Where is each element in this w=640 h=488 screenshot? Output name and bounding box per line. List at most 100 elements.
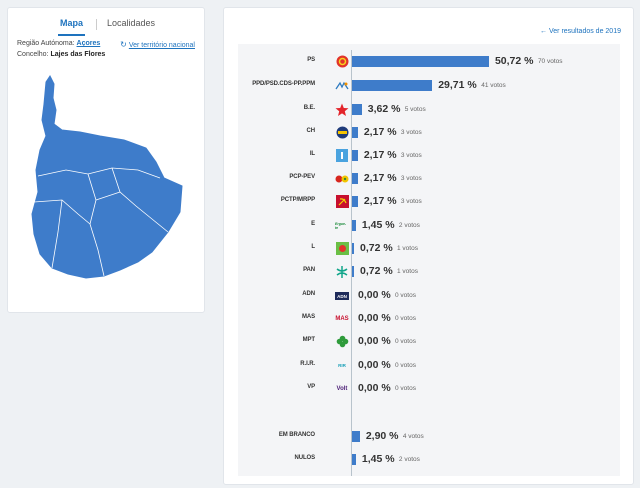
chega-logo	[335, 126, 349, 139]
bar	[352, 56, 489, 67]
parish-borders	[33, 167, 169, 277]
tab-separator	[96, 19, 97, 30]
rir-logo: RIR	[338, 363, 346, 368]
il-logo	[335, 149, 349, 162]
party-row-pctp-mrpp[interactable]: PCTP/MRPP 2,17 % 3 votos	[238, 194, 620, 210]
votes: 3 votos	[400, 175, 422, 182]
votes: 0 votos	[395, 385, 416, 392]
votes: 41 votos	[481, 82, 506, 89]
votes: 0 votos	[395, 362, 416, 369]
party-row-pan[interactable]: PAN 0,72 % 1 votos	[238, 264, 620, 280]
party-row-be[interactable]: B.E. 3,62 % 5 votos	[238, 102, 620, 118]
votes: 4 votos	[402, 433, 424, 440]
party-name: PCP-PEV	[289, 174, 315, 180]
bar	[352, 80, 433, 91]
party-row-ch[interactable]: CH 2,17 % 3 votos	[238, 125, 620, 141]
party-name: MPT	[302, 337, 315, 343]
party-row-ps[interactable]: PS 50,72 % 70 votos	[238, 54, 620, 70]
votes: 0 votos	[395, 292, 416, 299]
active-tab-indicator	[58, 34, 85, 36]
party-row-pcp-pev[interactable]: PCP-PEV 2,17 % 3 votos	[238, 171, 620, 187]
refresh-icon: ↻	[120, 40, 127, 49]
percentage: 2,17 %	[363, 172, 397, 184]
row-em-branco[interactable]: EM BRANCO 2,90 % 4 votos	[238, 429, 620, 445]
results-chart: PS 50,72 % 70 votos PPD/PSD.CDS-PP.PPM 2…	[238, 44, 620, 476]
pan-logo	[335, 265, 349, 278]
pcp-pev-logo	[335, 172, 349, 185]
votes: 5 votos	[404, 106, 426, 113]
ergue-te-logo: Ergue-te	[335, 221, 347, 230]
adn-logo: ADN	[335, 292, 349, 300]
party-name: ADN	[302, 291, 315, 297]
region-label: Região Autónoma:	[17, 40, 77, 47]
bar	[352, 150, 358, 161]
party-row-adn[interactable]: ADN ADN 0,00 % 0 votos	[238, 288, 620, 304]
percentage: 0,72 %	[360, 265, 393, 277]
tab-localidades[interactable]: Localidades	[107, 18, 156, 28]
percentage: 29,71 %	[438, 79, 477, 91]
tab-mapa[interactable]: Mapa	[60, 18, 84, 28]
be-star-logo	[335, 103, 349, 116]
percentage: 2,17 %	[363, 195, 397, 207]
votes: 3 votos	[400, 198, 422, 205]
region-breadcrumb: Região Autónoma: Açores	[17, 40, 100, 47]
party-name: PPD/PSD.CDS-PP.PPM	[252, 81, 315, 87]
votes: 1 votos	[397, 268, 418, 275]
party-row-mas[interactable]: MAS MAS 0,00 % 0 votos	[238, 311, 620, 327]
percentage: 0,00 %	[358, 382, 391, 394]
view-tabs: Mapa Localidades	[8, 18, 204, 38]
municipality-map[interactable]	[28, 74, 188, 284]
party-name: VP	[307, 384, 315, 390]
party-name: PCTP/MRPP	[280, 197, 315, 203]
votes: 2 votos	[398, 456, 420, 463]
map-card: Mapa Localidades Região Autónoma: Açores…	[7, 7, 205, 313]
votes: 3 votos	[400, 152, 422, 159]
votes: 0 votos	[395, 338, 416, 345]
party-name: MAS	[301, 314, 315, 320]
percentage: 2,17 %	[363, 149, 397, 161]
bar	[352, 454, 356, 465]
municipality-name: Lajes das Flores	[50, 51, 106, 58]
party-name: R.I.R.	[300, 361, 315, 367]
municipality-breadcrumb: Concelho: Lajes das Flores	[17, 51, 105, 58]
region-link[interactable]: Açores	[76, 40, 101, 47]
volt-logo: Volt	[336, 385, 348, 392]
votes: 1 votos	[397, 245, 418, 252]
party-row-vp[interactable]: VP Volt 0,00 % 0 votos	[238, 381, 620, 397]
votes: 2 votos	[398, 222, 420, 229]
party-row-il[interactable]: IL 2,17 % 3 votos	[238, 148, 620, 164]
bar	[352, 243, 354, 254]
chart-axis	[351, 50, 352, 476]
results-card: ← Ver resultados de 2019 PS 50,72 % 70 v…	[223, 7, 634, 485]
ver-territorio-link[interactable]: ↻ Ver território nacional	[120, 40, 195, 49]
percentage: 0,00 %	[358, 289, 391, 301]
party-row-rir[interactable]: R.I.R. RIR 0,00 % 0 votos	[238, 358, 620, 374]
party-name: CH	[306, 128, 316, 134]
votes: 0 votos	[395, 315, 416, 322]
party-row-mpt[interactable]: MPT 0,00 % 0 votos	[238, 334, 620, 350]
ver-2019-link[interactable]: ← Ver resultados de 2019	[540, 28, 621, 35]
percentage: 50,72 %	[494, 55, 534, 67]
bar	[352, 104, 362, 115]
municipality-label: Concelho:	[17, 51, 51, 58]
party-name: EM BRANCO	[278, 432, 315, 438]
ps-logo	[335, 55, 349, 68]
bar	[352, 266, 354, 277]
percentage: 0,00 %	[358, 359, 391, 371]
percentage: 1,45 %	[361, 219, 395, 231]
percentage: 2,90 %	[365, 430, 399, 442]
bar	[352, 173, 358, 184]
party-row-ppd-psd[interactable]: PPD/PSD.CDS-PP.PPM 29,71 % 41 votos	[238, 78, 620, 94]
ver-territorio-label: Ver território nacional	[128, 42, 195, 49]
party-name: NULOS	[294, 455, 315, 461]
livre-logo	[335, 242, 349, 255]
percentage: 0,00 %	[358, 335, 391, 347]
party-row-e[interactable]: E Ergue-te 1,45 % 2 votos	[238, 218, 620, 234]
map-region[interactable]	[31, 75, 183, 279]
votes: 3 votos	[400, 129, 422, 136]
row-nulos[interactable]: NULOS 1,45 % 2 votos	[238, 452, 620, 468]
pctp-logo	[335, 195, 349, 208]
party-row-l[interactable]: L 0,72 % 1 votos	[238, 241, 620, 257]
mas-logo: MAS	[335, 315, 349, 322]
party-name: IL	[309, 151, 315, 157]
